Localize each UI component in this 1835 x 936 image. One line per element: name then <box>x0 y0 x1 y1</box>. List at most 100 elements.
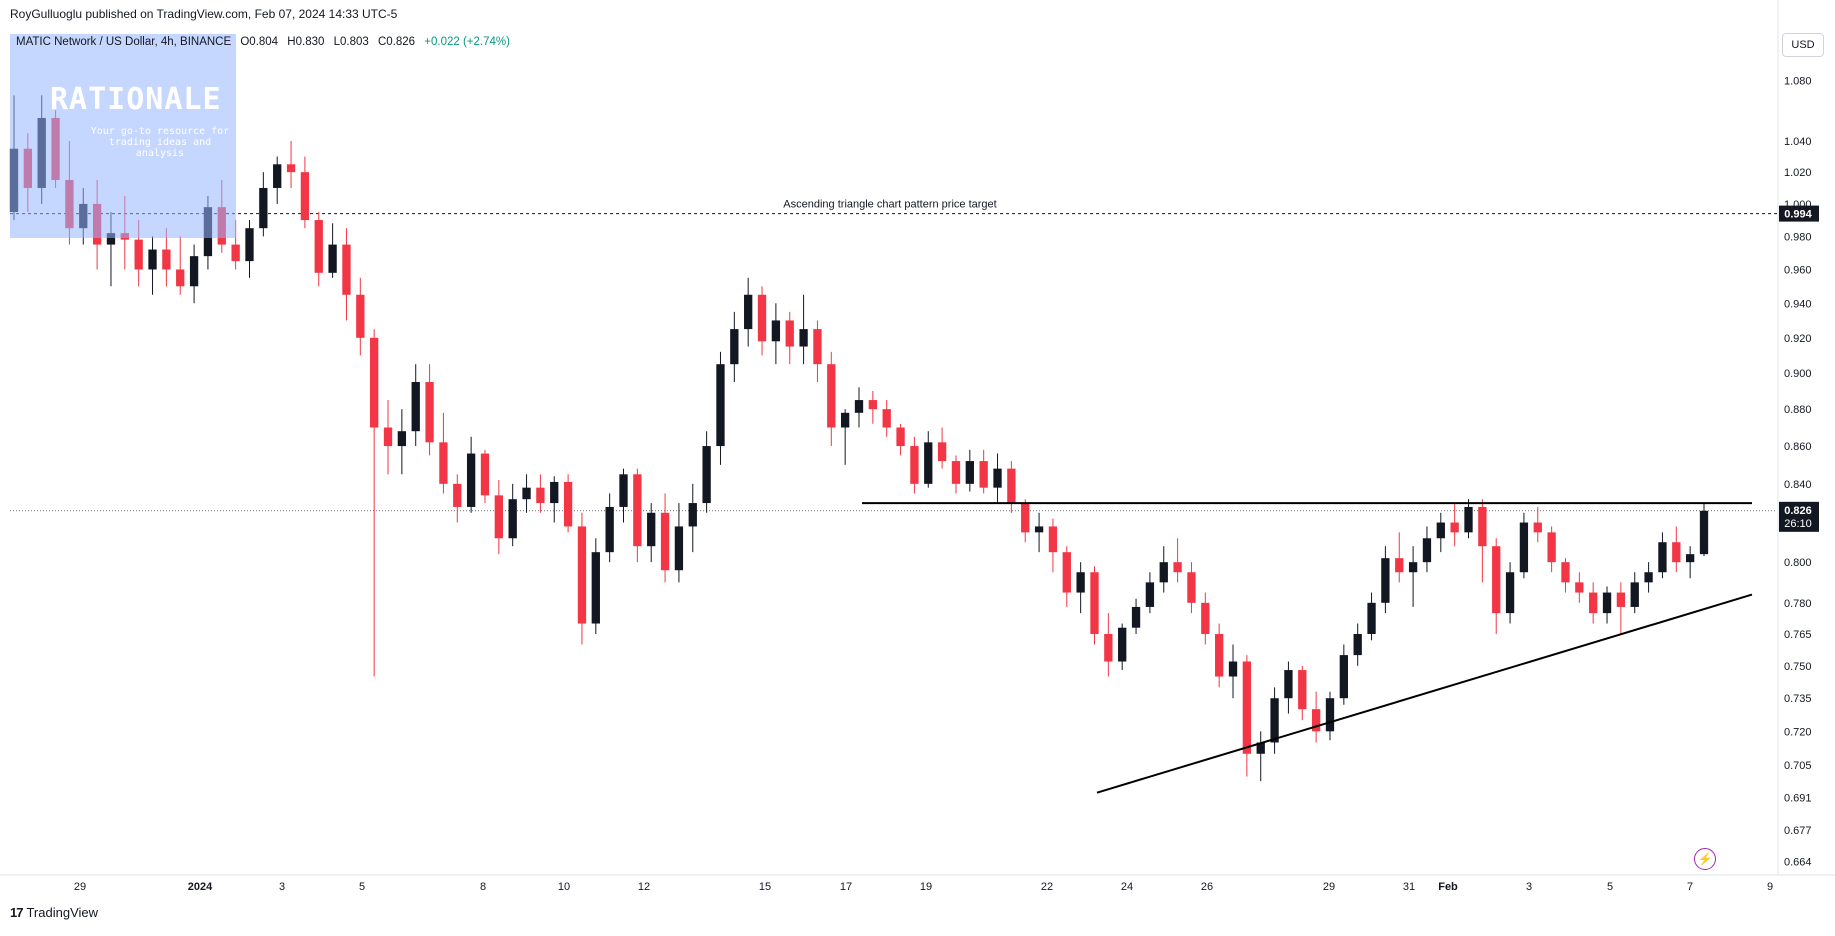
candle-body <box>1076 572 1085 593</box>
price-tick-label: 0.720 <box>1784 726 1812 738</box>
candle-body <box>1505 572 1515 614</box>
candle-body <box>951 461 961 484</box>
candle-body <box>591 552 600 624</box>
price-target-label: 0.994 <box>1784 209 1812 221</box>
time-tick-label: 2024 <box>188 881 213 893</box>
candle-body <box>1436 522 1445 539</box>
candle-body <box>771 320 781 342</box>
candle-body <box>148 249 157 270</box>
lightning-icon[interactable]: ⚡ <box>1694 848 1716 870</box>
candle-body <box>162 249 171 270</box>
price-tick-label: 0.840 <box>1784 479 1812 491</box>
candle-body <box>1561 562 1570 583</box>
price-tick-label: 0.765 <box>1784 629 1812 641</box>
candle-body <box>397 431 407 447</box>
candle-body <box>1270 698 1279 743</box>
candle-body <box>1242 661 1252 754</box>
candle-body <box>314 220 323 273</box>
time-tick-label: 17 <box>840 881 852 893</box>
time-tick-label: 9 <box>1767 881 1773 893</box>
candle-body <box>1408 562 1418 573</box>
candle-body <box>979 461 988 488</box>
candle-body <box>439 442 448 484</box>
symbol-name: MATIC Network / US Dollar, 4h, BINANCE <box>16 36 232 48</box>
candle-body <box>633 474 642 547</box>
time-tick-label: 10 <box>558 881 570 893</box>
candle-body <box>1159 562 1168 583</box>
candle-body <box>383 427 393 447</box>
candle-body <box>1519 522 1529 573</box>
candle-body <box>1339 655 1348 699</box>
ohlc-open: O0.804 <box>240 36 279 48</box>
candle-body <box>176 269 185 287</box>
candle-body <box>134 239 143 270</box>
time-tick-label: 19 <box>920 881 932 893</box>
candle-body <box>1367 602 1376 634</box>
candle-body <box>1699 510 1709 555</box>
countdown-label: 26:10 <box>1784 518 1812 530</box>
candle-body <box>1395 558 1404 573</box>
time-tick-label: 12 <box>638 881 650 893</box>
candle-body <box>965 461 974 484</box>
candle-body <box>1090 572 1099 634</box>
candle-body <box>1575 582 1584 593</box>
candle-body <box>1215 633 1224 677</box>
candle-body <box>702 446 711 504</box>
price-tick-label: 0.940 <box>1784 298 1812 310</box>
candle-body <box>605 506 614 553</box>
candle-body <box>328 244 337 273</box>
time-tick-label: Feb <box>1438 881 1458 893</box>
candle-body <box>1298 670 1307 710</box>
currency-button[interactable]: USD <box>1782 33 1824 57</box>
candle-body <box>785 320 794 347</box>
candle-body <box>813 329 822 365</box>
price-tick-label: 0.664 <box>1784 856 1812 868</box>
time-tick-label: 29 <box>1323 881 1335 893</box>
time-tick-label: 8 <box>480 881 486 893</box>
candle-body <box>522 487 531 500</box>
candle-body <box>896 427 905 447</box>
candle-body <box>231 244 240 262</box>
candle-body <box>1021 503 1030 533</box>
price-tick-label: 0.920 <box>1784 333 1812 345</box>
candle-body <box>799 329 808 347</box>
current-price-label: 0.826 <box>1784 505 1812 517</box>
candle-body <box>577 526 587 624</box>
price-target-annotation: Ascending triangle chart pattern price t… <box>783 199 996 211</box>
candle-body <box>1589 592 1598 614</box>
candle-body <box>370 337 379 428</box>
candle-body <box>453 483 462 507</box>
candle-body <box>245 228 254 262</box>
tradingview-logo-icon: 17 <box>10 905 24 920</box>
time-tick-label: 3 <box>1526 881 1532 893</box>
candle-body <box>1616 592 1626 607</box>
candle-body <box>1658 542 1667 573</box>
candle-body <box>910 446 919 484</box>
candle-body <box>660 512 670 571</box>
candle-body <box>1464 506 1473 533</box>
candle-body <box>882 409 891 428</box>
candle-body <box>868 400 878 410</box>
candle-body <box>1284 670 1293 699</box>
time-tick-label: 29 <box>74 881 86 893</box>
candle-body <box>1118 627 1127 662</box>
candle-body <box>1644 572 1653 583</box>
time-tick-label: 15 <box>759 881 771 893</box>
candle-body <box>480 453 490 496</box>
watermark-logo-title: RATIONALE <box>50 82 222 117</box>
candle-body <box>1685 554 1695 563</box>
candle-body <box>1630 582 1639 607</box>
candle-body <box>1173 562 1182 573</box>
candle-body <box>1145 582 1155 607</box>
candle-body <box>1311 709 1321 732</box>
candle-body <box>259 187 268 229</box>
price-tick-label: 0.900 <box>1784 368 1812 380</box>
tradingview-brand[interactable]: 17 TradingView <box>10 905 98 920</box>
candle-body <box>993 468 1002 488</box>
price-tick-label: 0.960 <box>1784 264 1812 276</box>
support-trendline <box>1096 593 1753 794</box>
candle-body <box>1602 592 1612 614</box>
candle-body <box>937 442 947 462</box>
